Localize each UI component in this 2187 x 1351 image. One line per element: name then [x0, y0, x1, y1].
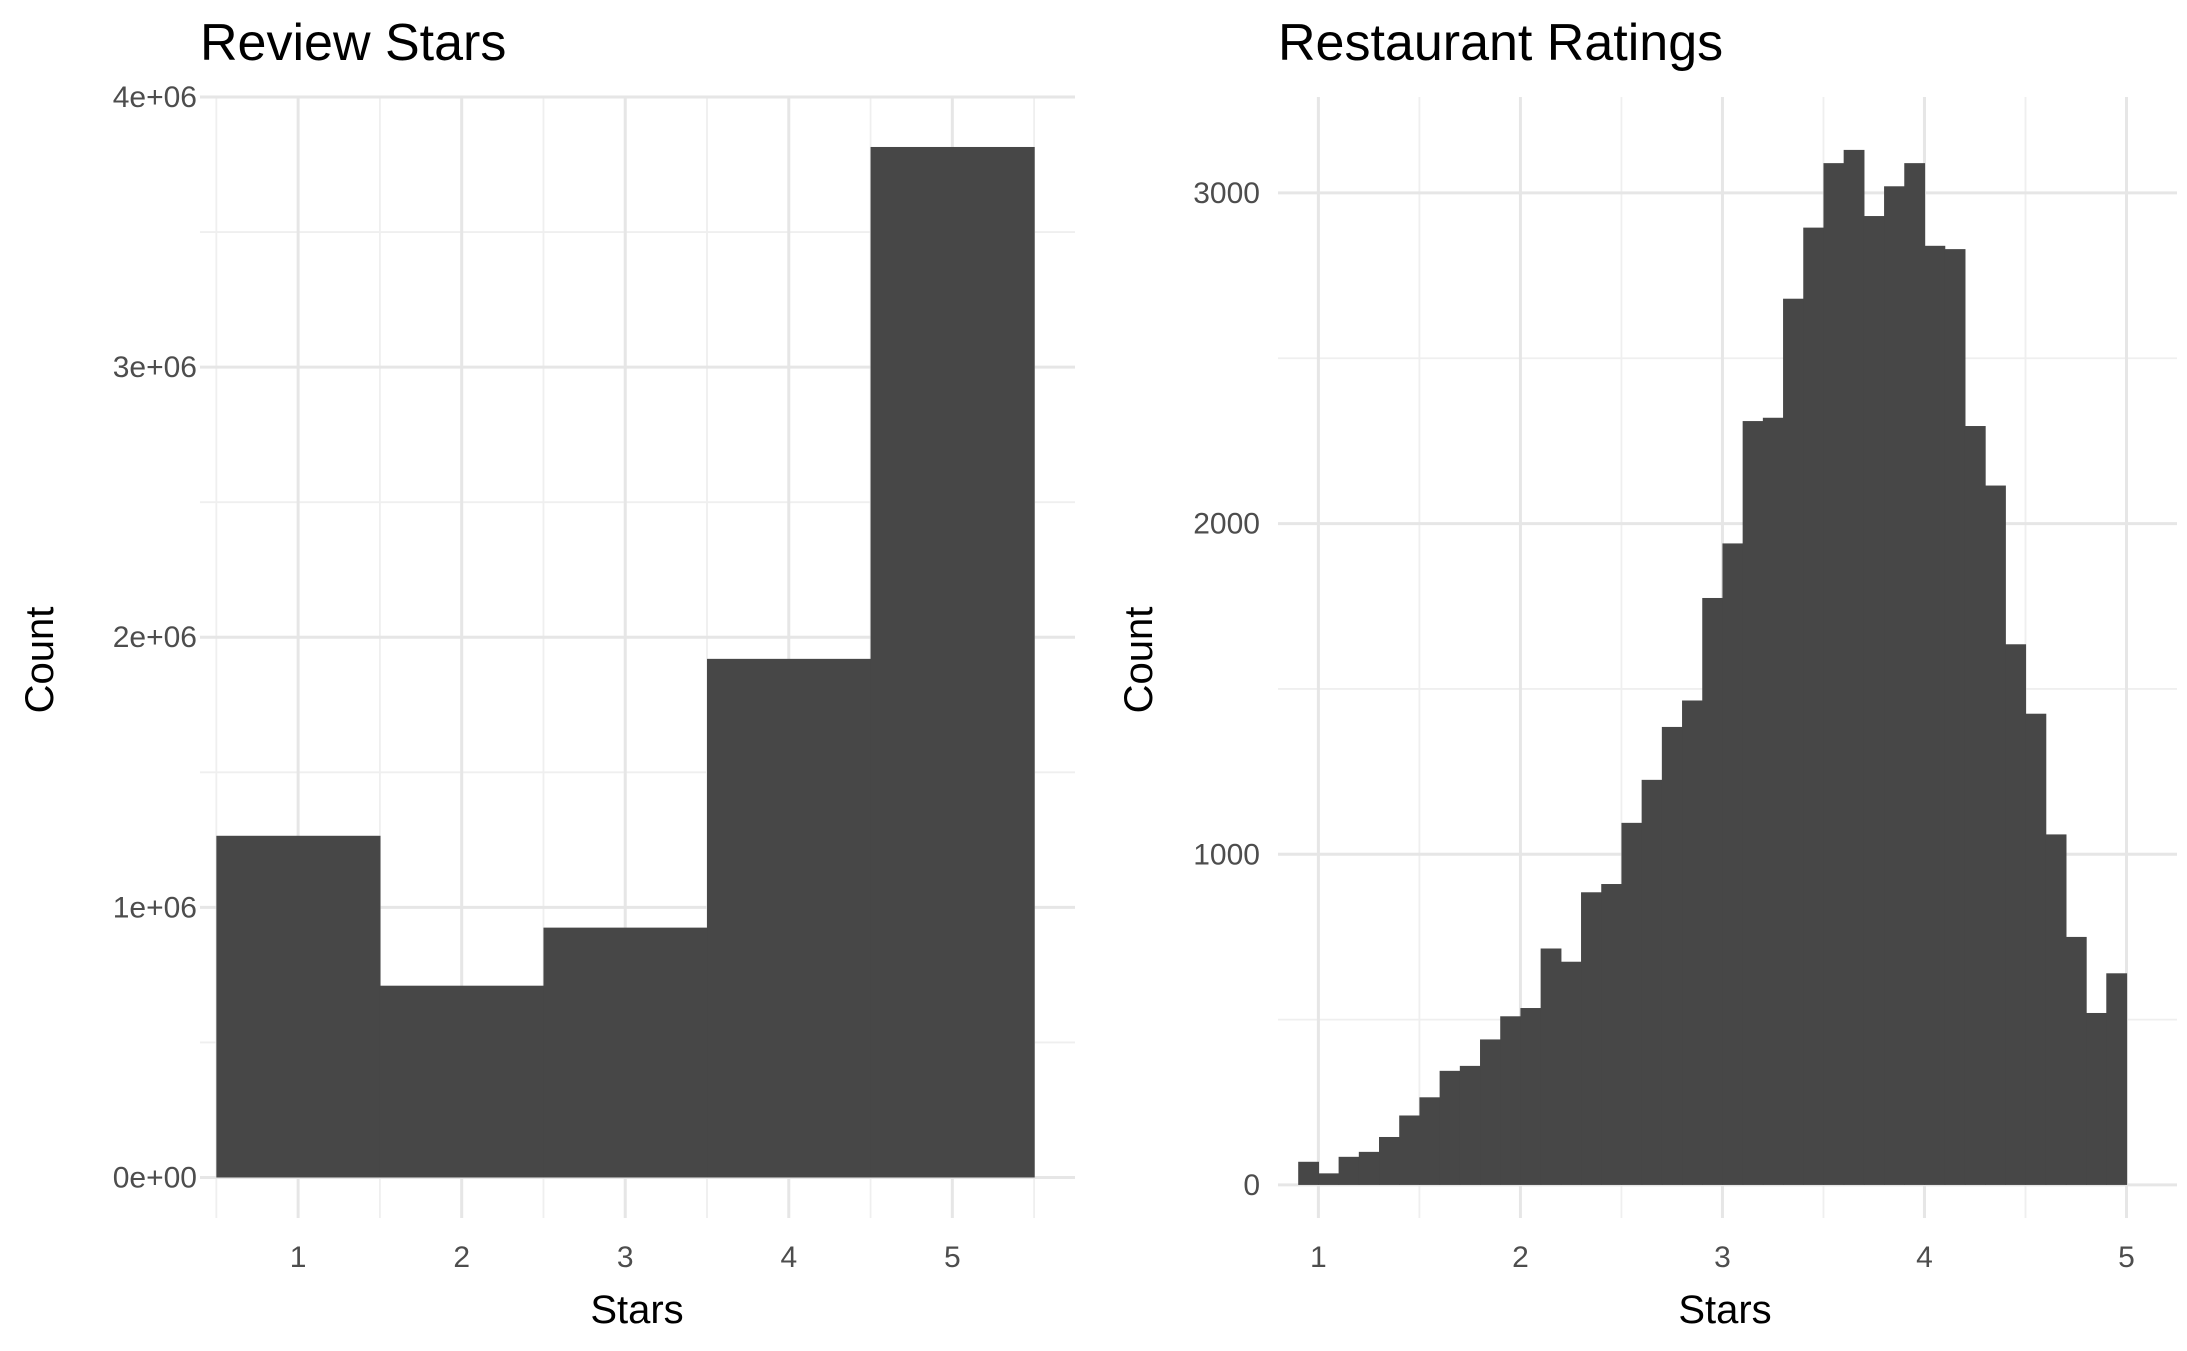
review-stars-bars — [216, 146, 1035, 1178]
review-stars-y-ticks: 0e+00 1e+06 2e+06 3e+06 4e+06 — [113, 81, 197, 1194]
review-stars-title: Review Stars — [200, 14, 506, 72]
review-stars-panel: Review Stars 1 2 3 4 5 0e+00 1e+06 2e+06 3e+06 4… — [18, 14, 1075, 1332]
restaurant-ratings-y-tick-label: 1000 — [1193, 838, 1260, 871]
restaurant-ratings-bar — [1783, 298, 1804, 1185]
restaurant-ratings-panel: Restaurant Ratings 1 2 3 4 5 0 1000 2000 3000 S… — [1117, 14, 2177, 1332]
review-stars-x-tick-label: 3 — [617, 1241, 634, 1274]
restaurant-ratings-bar — [2106, 973, 2128, 1185]
review-stars-x-tick-label: 2 — [453, 1241, 470, 1274]
restaurant-ratings-y-tick-label: 3000 — [1193, 177, 1260, 210]
restaurant-ratings-x-axis-label: Stars — [1678, 1288, 1771, 1332]
restaurant-ratings-bar — [1641, 779, 1663, 1185]
restaurant-ratings-bar — [1924, 245, 1946, 1185]
restaurant-ratings-bar — [2045, 834, 2067, 1185]
restaurant-ratings-y-axis-label: Count — [1117, 607, 1161, 714]
restaurant-ratings-bar — [1581, 892, 1602, 1185]
review-stars-bar — [216, 835, 381, 1178]
restaurant-ratings-bar — [1338, 1156, 1360, 1185]
restaurant-ratings-y-ticks: 0 1000 2000 3000 — [1193, 177, 1260, 1202]
restaurant-ratings-bar — [1500, 1016, 1522, 1185]
review-stars-x-tick-label: 1 — [290, 1241, 307, 1274]
restaurant-ratings-bar — [2086, 1012, 2107, 1185]
restaurant-ratings-bar — [1560, 961, 1582, 1185]
restaurant-ratings-x-tick-label: 3 — [1714, 1241, 1731, 1274]
restaurant-ratings-bar — [1439, 1070, 1461, 1185]
restaurant-ratings-bars — [1298, 149, 2128, 1185]
restaurant-ratings-bar — [2065, 936, 2087, 1185]
review-stars-x-ticks: 1 2 3 4 5 — [290, 1241, 961, 1274]
restaurant-ratings-bar — [2005, 644, 2027, 1185]
review-stars-x-axis-label: Stars — [590, 1288, 683, 1332]
review-stars-bar — [379, 985, 545, 1178]
restaurant-ratings-bar — [1419, 1097, 1441, 1185]
restaurant-ratings-bar — [1621, 822, 1643, 1185]
review-stars-bar — [707, 658, 872, 1178]
restaurant-ratings-bar — [1399, 1115, 1421, 1185]
restaurant-ratings-bar — [1803, 227, 1825, 1185]
restaurant-ratings-bar — [1904, 163, 1926, 1185]
restaurant-ratings-bar — [1944, 249, 1966, 1185]
restaurant-ratings-bar — [1379, 1136, 1400, 1185]
restaurant-ratings-bar — [1298, 1161, 1320, 1185]
restaurant-ratings-x-tick-label: 1 — [1310, 1241, 1327, 1274]
review-stars-y-tick-label: 4e+06 — [113, 81, 197, 114]
restaurant-ratings-title: Restaurant Ratings — [1278, 14, 1723, 72]
restaurant-ratings-bar — [1762, 417, 1784, 1185]
restaurant-ratings-bar — [1358, 1151, 1380, 1185]
restaurant-ratings-bar — [1964, 426, 1986, 1185]
restaurant-ratings-x-ticks: 1 2 3 4 5 — [1310, 1241, 2135, 1274]
review-stars-y-axis-label: Count — [18, 607, 62, 714]
restaurant-ratings-bar — [1823, 163, 1845, 1185]
restaurant-ratings-bar — [1601, 884, 1623, 1185]
review-stars-y-tick-label: 2e+06 — [113, 621, 197, 654]
restaurant-ratings-bar — [1520, 1008, 1542, 1185]
restaurant-ratings-bar — [1863, 216, 1885, 1185]
restaurant-ratings-x-tick-label: 2 — [1512, 1241, 1529, 1274]
restaurant-ratings-bar — [1884, 186, 1905, 1185]
restaurant-ratings-bar — [2025, 713, 2047, 1185]
review-stars-y-tick-label: 1e+06 — [113, 891, 197, 924]
restaurant-ratings-bar — [1318, 1173, 1340, 1185]
review-stars-y-tick-label: 0e+00 — [113, 1161, 197, 1194]
restaurant-ratings-x-tick-label: 5 — [2118, 1241, 2135, 1274]
restaurant-ratings-bar — [1843, 149, 1865, 1185]
restaurant-ratings-y-tick-label: 0 — [1243, 1169, 1260, 1202]
restaurant-ratings-bar — [1742, 421, 1764, 1185]
restaurant-ratings-bar — [1682, 700, 1703, 1185]
review-stars-bar — [543, 927, 708, 1178]
review-stars-y-tick-label: 3e+06 — [113, 351, 197, 384]
restaurant-ratings-bar — [1459, 1065, 1481, 1185]
review-stars-x-tick-label: 5 — [944, 1241, 961, 1274]
review-stars-x-tick-label: 4 — [780, 1241, 797, 1274]
restaurant-ratings-x-tick-label: 4 — [1916, 1241, 1933, 1274]
restaurant-ratings-bar — [1722, 543, 1744, 1185]
review-stars-bar — [870, 146, 1035, 1178]
restaurant-ratings-bar — [1540, 948, 1562, 1185]
restaurant-ratings-bar — [1985, 485, 2006, 1185]
restaurant-ratings-y-tick-label: 2000 — [1193, 508, 1260, 541]
restaurant-ratings-bar — [1702, 597, 1724, 1185]
restaurant-ratings-bar — [1480, 1039, 1501, 1185]
restaurant-ratings-bar — [1661, 726, 1683, 1185]
